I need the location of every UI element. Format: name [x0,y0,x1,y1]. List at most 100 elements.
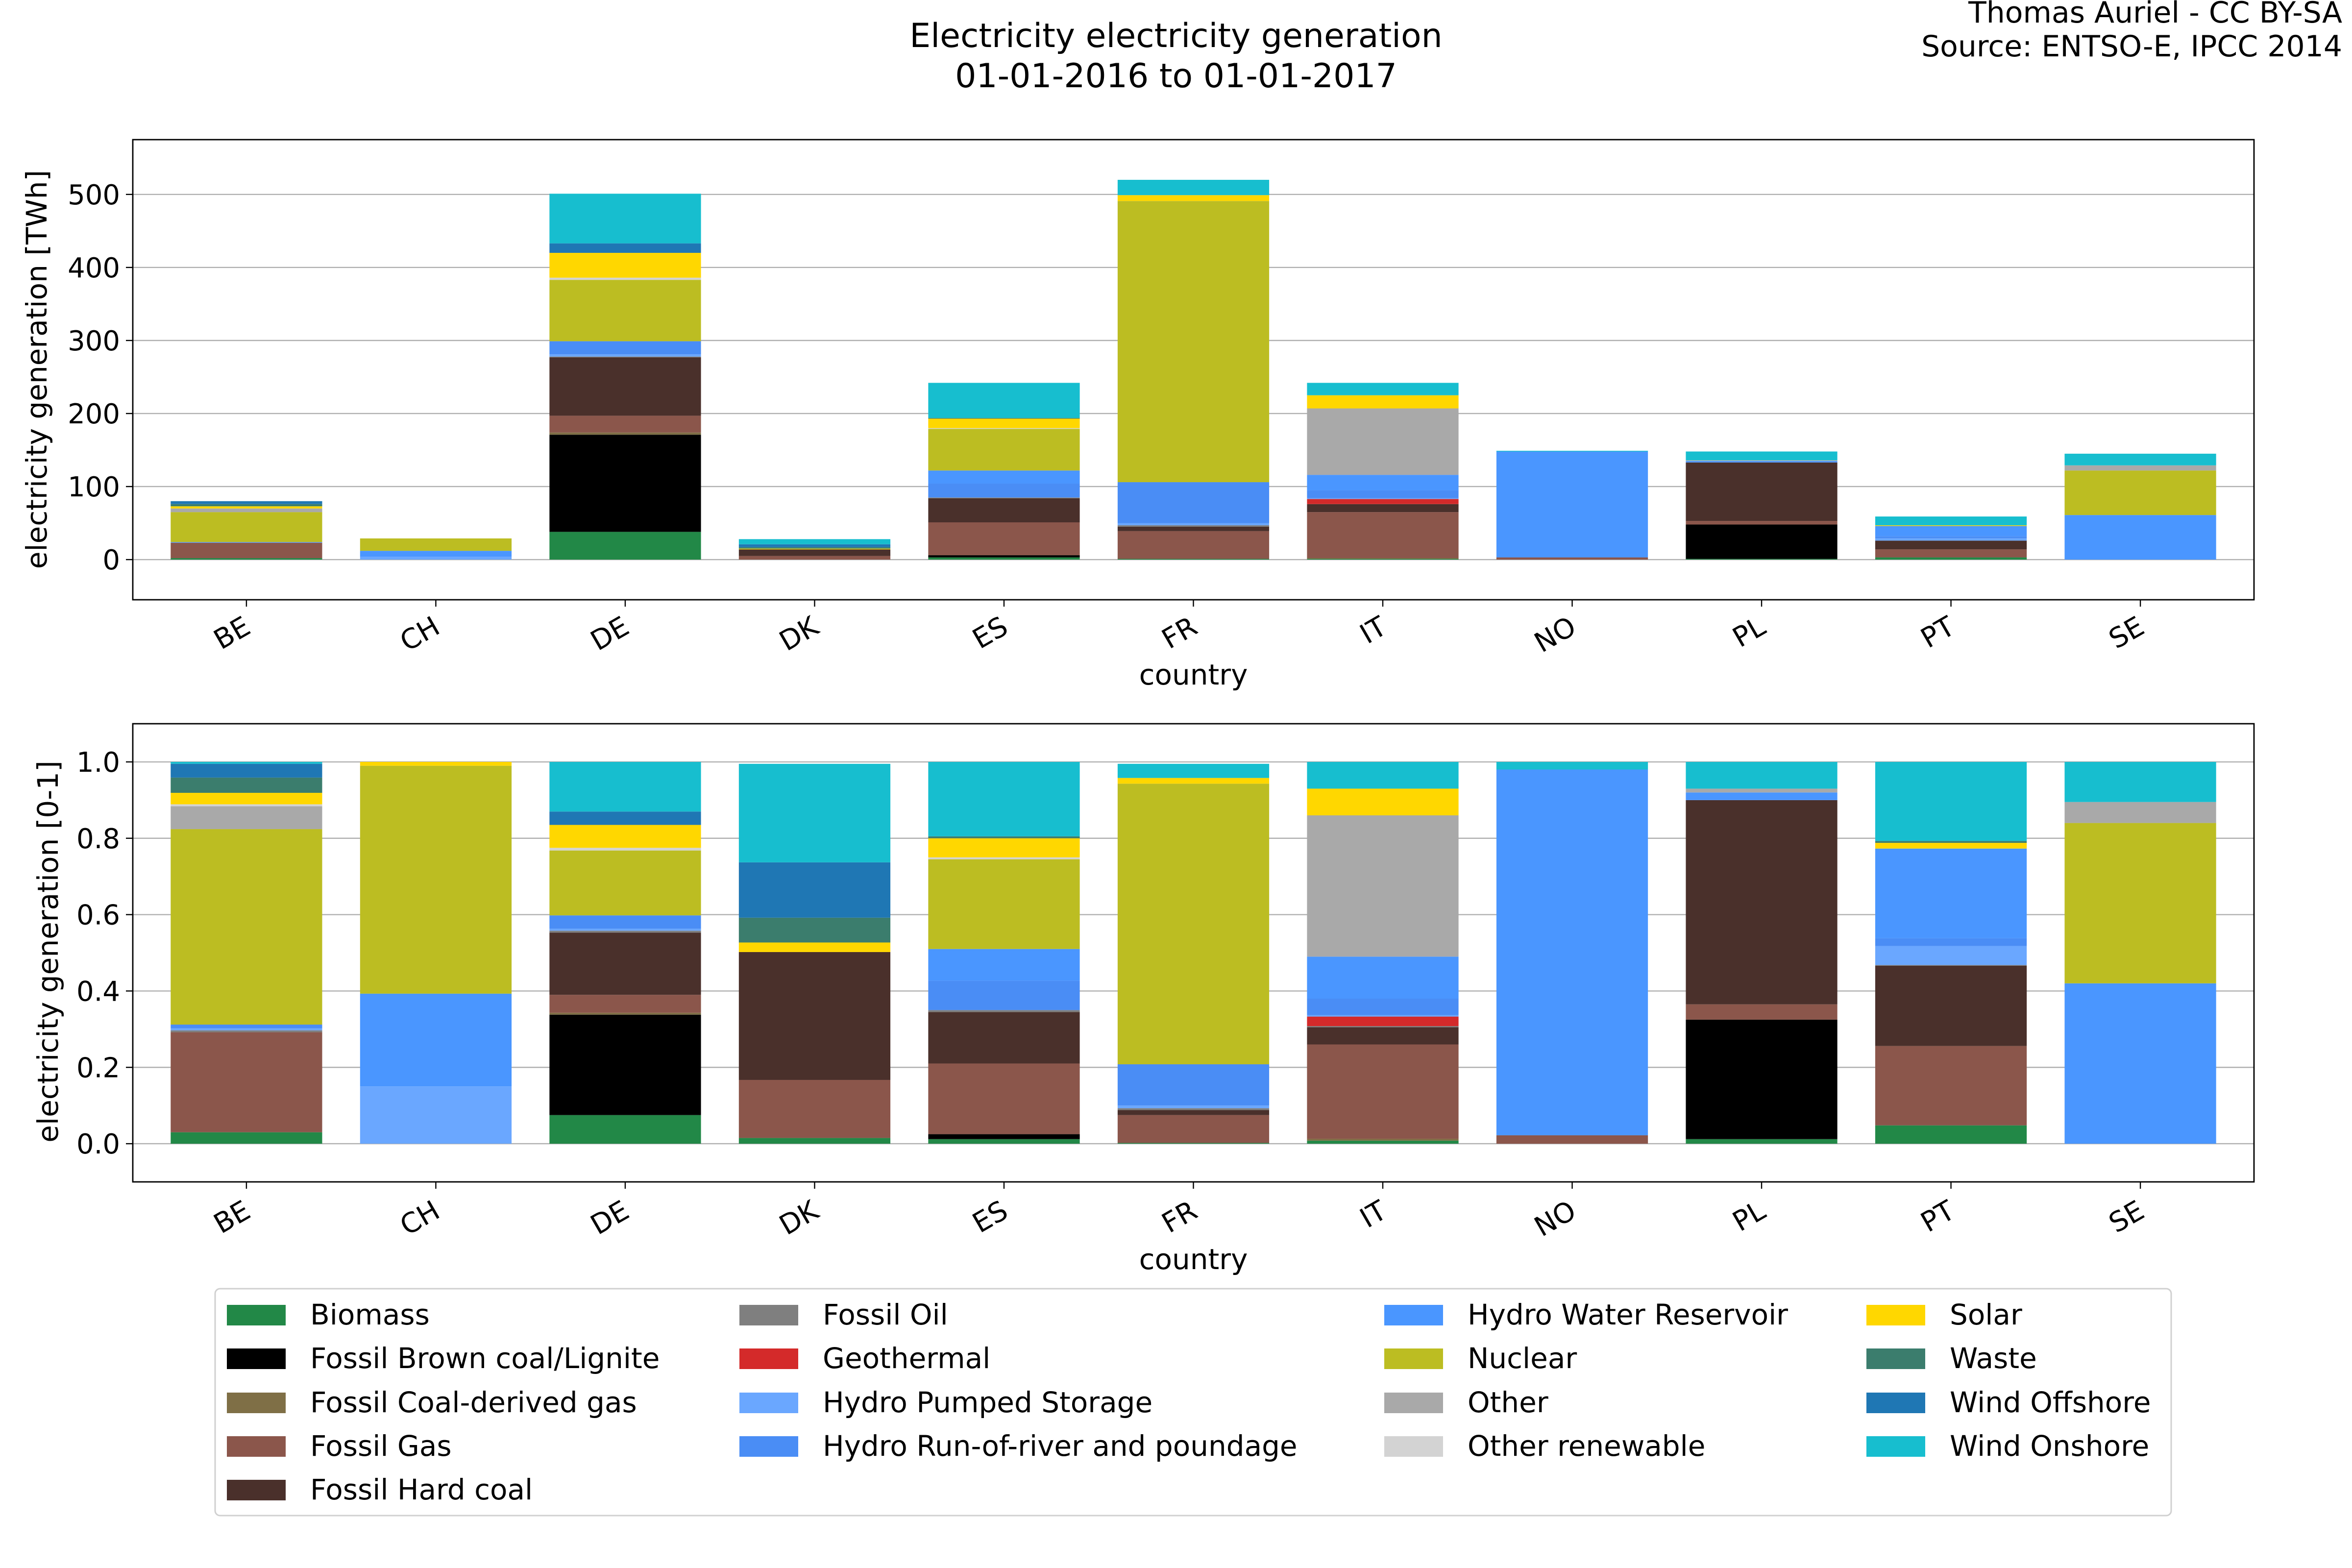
bar-segment-fr-hydro-run-of-river-and-poundage [1117,482,1270,523]
bar-segment-no-fossil-gas [1496,557,1648,560]
bar-segment-it-fossil-coal-derived-gas [1307,1138,1459,1141]
x-tick-label: SE [2104,611,2150,656]
bar-segment-pt-fossil-hard-coal [1875,540,2027,550]
chart-panel-2: 0.0 0.2 0.4 0.6 0.8 1.0 BE CH DE DK ES FR IT NO PL PT SE… [31,723,2255,1276]
legend-label: Other renewable [1468,1429,1705,1463]
bar-segment-dk-fossil-hard-coal [738,549,891,556]
bar-segment-it-hydro-run-of-river-and-poundage [1307,490,1459,498]
legend-swatch-solar [1866,1305,1925,1325]
bar-segment-se-hydro-water-reservoir [2064,515,2216,560]
bar-segment-be-other [171,508,322,513]
bar-segment-it-hydro-run-of-river-and-poundage [1307,999,1459,1015]
bar-segment-es-fossil-hard-coal [928,498,1080,523]
bar-segment-pl-fossil-hard-coal [1686,462,1838,521]
bar-segment-fr-nuclear [1117,784,1270,1065]
bar-segment-dk-biomass [738,1138,891,1144]
x-tick-label: IT [1355,610,1393,650]
legend-label: Geothermal [823,1342,990,1375]
bar-segment-es-other-renewable [928,428,1080,429]
bar-segment-be-waste [171,777,322,793]
bar-segment-ch-hydro-water-reservoir [360,551,512,557]
bar-segment-es-waste [928,836,1080,838]
bar-segment-es-fossil-brown-coal-lignite [928,1134,1080,1139]
bar-segment-de-hydro-pumped-storage [549,354,701,357]
legend-swatch-fossil-brown-coal-lignite [227,1348,286,1369]
bar-segment-es-fossil-oil [928,1010,1080,1012]
x-tick-label: PT [1915,1194,1960,1239]
bar-segment-it-hydro-water-reservoir [1307,956,1459,999]
bar-segment-be-other [171,806,322,830]
bar-segment-it-fossil-gas [1307,1044,1459,1139]
legend-label: Fossil Hard coal [310,1473,533,1506]
bar-segment-de-wind-onshore [549,761,701,812]
bar-segment-be-wind-offshore [171,763,322,778]
bar-segment-it-hydro-pumped-storage [1307,1015,1459,1017]
legend-swatch-hydro-pumped-storage [739,1393,798,1413]
y-tick-label: 400 [68,252,120,284]
legend-swatch-nuclear [1384,1348,1443,1369]
bar-segment-es-other-renewable [928,857,1080,859]
credit-author: Thomas Auriel - CC BY-SA [1968,0,2342,30]
bar-segment-dk-fossil-gas [738,1079,891,1138]
bar-segment-pl-other [1686,460,1838,461]
bar-segment-se-nuclear [2064,470,2216,515]
bar-segment-it-geothermal [1307,499,1459,504]
bar-segment-ch-nuclear [360,538,512,551]
bar-segment-se-other [2064,802,2216,823]
bar-segment-it-other [1307,815,1459,957]
bar-segment-de-fossil-gas [549,416,701,433]
x-tick-label: IT [1355,1194,1393,1234]
bar-segment-be-fossil-oil [171,1030,322,1032]
bar-segment-es-hydro-water-reservoir [928,470,1080,484]
bar-segment-fr-fossil-hard-coal [1117,526,1270,531]
bar-segment-de-solar [549,253,701,278]
bar-segment-it-solar [1307,395,1459,409]
bar-segment-de-fossil-gas [549,995,701,1013]
bar-segment-no-hydro-water-reservoir [1496,769,1648,1135]
legend-label: Hydro Water Reservoir [1468,1298,1788,1331]
bar-segment-es-wind-onshore [928,383,1080,418]
bar-segment-fr-fossil-hard-coal [1117,1110,1270,1115]
y-axis-label: electricity generation [TWh] [20,170,53,569]
bar-segment-es-hydro-run-of-river-and-poundage [928,980,1080,1010]
bar-segment-it-biomass [1307,1140,1459,1144]
bar-segment-it-wind-onshore [1307,383,1459,395]
bar-segment-es-solar [928,418,1080,428]
legend-label: Hydro Pumped Storage [823,1386,1152,1419]
bar-segment-fr-fossil-gas [1117,1115,1270,1143]
legend-swatch-fossil-gas [227,1436,286,1457]
bar-segment-pt-fossil-gas [1875,1046,2027,1126]
bar-segment-pt-fossil-oil [1875,965,2027,966]
legend-swatch-hydro-run-of-river-and-poundage [739,1436,798,1457]
bar-segment-se-hydro-water-reservoir [2064,983,2216,1144]
x-tick-label: PT [1915,610,1960,655]
legend-label: Fossil Brown coal/Lignite [310,1342,660,1375]
bar-segment-es-fossil-oil [928,497,1080,498]
legend-frame [214,1288,2172,1517]
bar-segment-de-fossil-hard-coal [549,357,701,416]
legend-swatch-other [1384,1393,1443,1413]
bar-segment-be-biomass [171,1132,322,1144]
bar-segment-dk-waste [738,547,891,549]
x-tick-label: CH [395,611,445,658]
x-axis-label: country [1139,658,1248,691]
bar-segment-pt-biomass [1875,557,2027,560]
bar-segment-be-wind-onshore [171,761,322,764]
bar-segment-fr-hydro-pumped-storage [1117,523,1270,525]
bar-segment-pt-hydro-run-of-river-and-poundage [1875,938,2027,946]
bar-segment-it-fossil-oil [1307,1026,1459,1028]
bar-segment-es-biomass [928,1139,1080,1144]
x-tick-label: PL [1727,611,1771,654]
legend-swatch-fossil-coal-derived-gas [227,1393,286,1413]
legend-label: Fossil Coal-derived gas [310,1386,637,1419]
bar-segment-pl-wind-onshore [1686,451,1838,461]
bar-segment-pt-wind-onshore [1875,516,2027,525]
legend-label: Hydro Run-of-river and poundage [823,1429,1298,1463]
x-tick-label: FR [1156,611,1202,656]
bar-segment-de-wind-onshore [549,194,701,244]
legend-label: Biomass [310,1298,430,1331]
legend-swatch-geothermal [739,1348,798,1369]
x-tick-label: DE [585,1195,634,1242]
bar-segment-fr-wind-onshore [1117,179,1270,196]
